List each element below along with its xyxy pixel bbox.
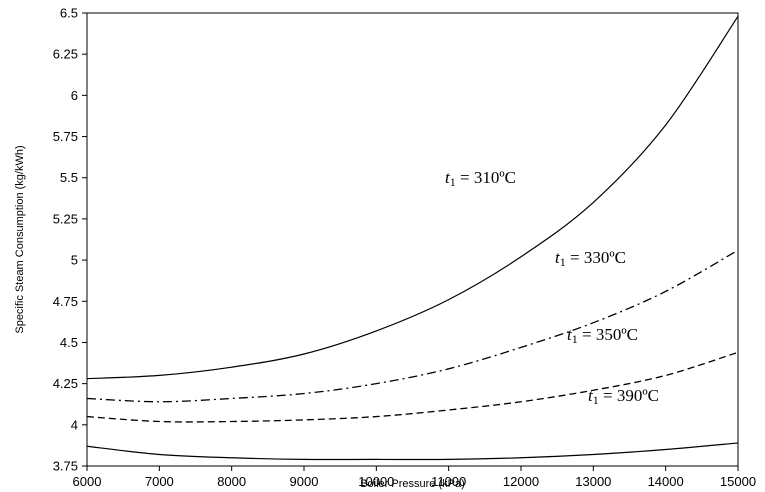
series-line-1: [86, 15, 739, 380]
series-line-2: [86, 249, 739, 403]
series-label-3: t1 = 350ºC: [567, 325, 638, 346]
series-line-4: [86, 442, 739, 461]
x-tick-label: 12000: [503, 474, 539, 489]
y-axis-ticks: 3.75 4 4.25 4.5 4.75 5 5.25 5.5 5.75 6 6.25 6.5: [53, 6, 87, 474]
x-tick-label: 14000: [648, 474, 684, 489]
x-tick-label: 8000: [217, 474, 246, 489]
series-label-2: t1 = 330ºC: [555, 248, 626, 269]
series-layer: [86, 15, 739, 461]
x-axis-title: Boiler Pressure (kPa): [360, 478, 465, 490]
x-tick-label: 10000: [358, 474, 394, 489]
y-tick-label: 5.75: [53, 129, 78, 144]
x-tick-label: 9000: [290, 474, 319, 489]
y-tick-label: 5.25: [53, 211, 78, 226]
x-tick-label: 15000: [720, 474, 756, 489]
series-label-1: t1 = 310ºC: [445, 168, 516, 189]
y-tick-label: 4.5: [60, 335, 78, 350]
y-tick-label: 5: [71, 253, 78, 268]
y-tick-label: 6: [71, 88, 78, 103]
x-tick-label: 13000: [575, 474, 611, 489]
y-tick-label: 4: [71, 417, 78, 432]
plot-area-frame: [86, 12, 739, 467]
y-axis-title: Specific Steam Consumption (kg/kWh): [14, 145, 26, 333]
y-tick-label: 3.75: [53, 459, 78, 474]
y-tick-label: 4.25: [53, 376, 78, 391]
x-axis-ticks: 6000 7000 8000 9000 10000 11000 12000 13000 1400…: [73, 466, 756, 489]
y-tick-label: 5.5: [60, 170, 78, 185]
x-tick-label: 7000: [145, 474, 174, 489]
y-tick-label: 6.25: [53, 47, 78, 62]
series-label-4: t1 = 390ºC: [588, 386, 659, 407]
x-tick-label: 11000: [431, 474, 466, 489]
y-tick-label: 6.5: [60, 6, 78, 21]
x-tick-label: 6000: [73, 474, 102, 489]
series-annotations: t1 = 310ºC t1 = 330ºC t1 = 350ºC t1 = 390ºC: [445, 168, 659, 407]
y-tick-label: 4.75: [53, 294, 78, 309]
series-line-3: [86, 351, 739, 423]
